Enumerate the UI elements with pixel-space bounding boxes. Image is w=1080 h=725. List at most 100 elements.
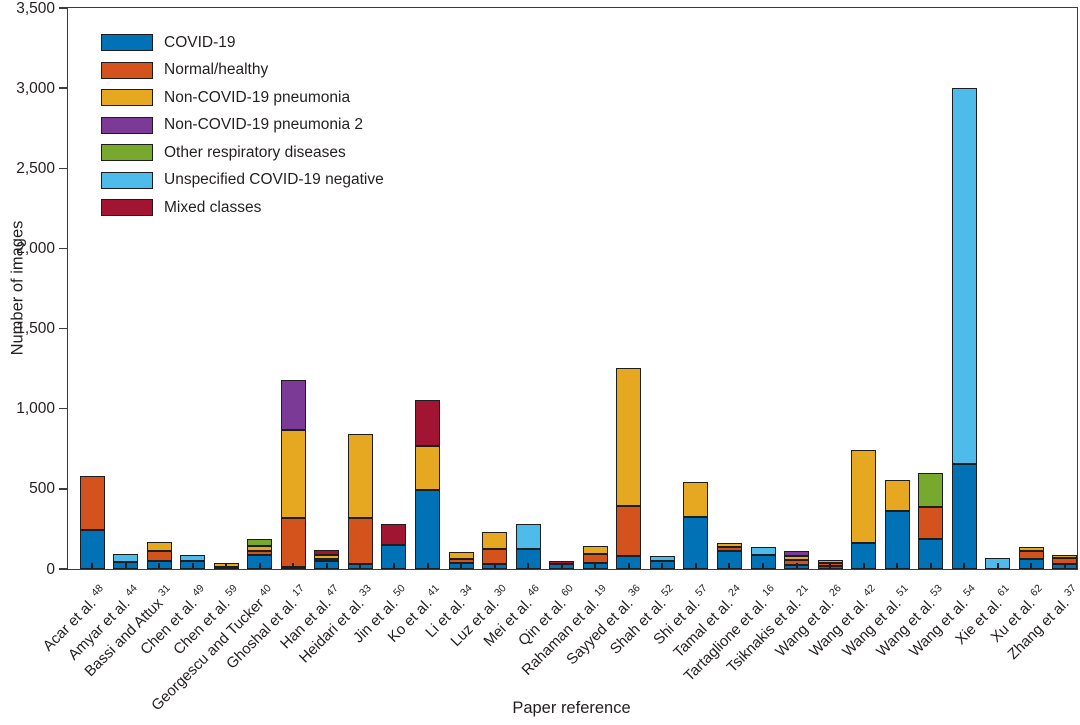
bar-segment-mixed — [314, 549, 340, 555]
legend-swatch-other — [101, 144, 153, 162]
bar-segment-pneumonia — [146, 541, 172, 551]
x-tick-mark — [527, 563, 530, 569]
legend-swatch-covid — [101, 34, 153, 52]
y-tick-mark — [58, 327, 67, 330]
bar-segment-pneumonia2 — [280, 379, 306, 430]
y-tick-label: 500 — [29, 480, 55, 498]
bar-segment-normal — [616, 505, 642, 557]
bar-segment-pneumonia — [884, 480, 910, 512]
bar-segment-unspecified — [180, 555, 206, 561]
bar-luz-et-al--30 — [482, 8, 508, 569]
bar-segment-normal — [1018, 551, 1044, 560]
bar-li-et-al--34 — [448, 8, 474, 569]
bar-segment-normal — [918, 506, 944, 539]
x-tick-mark — [292, 563, 295, 569]
x-tick-mark — [258, 563, 261, 569]
legend-row-pneumonia2: Non-COVID-19 pneumonia 2 — [101, 112, 384, 140]
legend-swatch-pneumonia2 — [101, 116, 153, 134]
bar-segment-mixed — [381, 524, 407, 545]
x-tick-mark — [1063, 563, 1066, 569]
legend-label-pneumonia: Non-COVID-19 pneumonia — [164, 88, 351, 106]
bar-segment-pneumonia — [482, 532, 508, 549]
x-tick-mark — [560, 563, 563, 569]
bar-segment-unspecified — [951, 88, 977, 465]
legend-row-pneumonia: Non-COVID-19 pneumonia — [101, 84, 384, 112]
x-axis-title: Paper reference — [512, 699, 631, 717]
x-tick-mark — [627, 563, 630, 569]
bar-wang-et-al--42 — [851, 8, 877, 569]
x-tick-mark — [325, 563, 328, 569]
x-tick-mark — [158, 563, 161, 569]
bar-zhang-et-al--37 — [1052, 8, 1078, 569]
legend-row-covid: COVID-19 — [101, 29, 384, 57]
bar-segment-other — [247, 538, 273, 546]
x-tick-mark — [460, 563, 463, 569]
bar-segment-covid — [851, 543, 877, 569]
bar-segment-normal — [582, 553, 608, 563]
bar-segment-pneumonia — [683, 482, 709, 517]
x-tick-mark — [1030, 563, 1033, 569]
bar-segment-pneumonia — [280, 429, 306, 518]
bar-xie-et-al--61 — [985, 8, 1011, 569]
x-tick-mark — [996, 563, 999, 569]
x-tick-mark — [862, 563, 865, 569]
y-tick-mark — [58, 488, 67, 490]
bar-qin-et-al--60 — [549, 8, 575, 569]
bar-segment-unspecified — [113, 553, 139, 562]
x-axis-labels: Acar et al. 48 Amyar et al. 44 Bassi and A… — [40, 577, 1079, 714]
bar-segment-pneumonia — [616, 367, 642, 506]
legend-label-pneumonia2: Non-COVID-19 pneumonia 2 — [164, 116, 364, 134]
x-tick-mark — [426, 563, 429, 569]
x-tick-mark — [359, 563, 362, 569]
legend-row-mixed: Mixed classes — [101, 194, 384, 222]
x-tick-mark — [124, 563, 127, 569]
bar-sayyed-et-al--36 — [616, 8, 642, 569]
y-tick-mark — [58, 7, 67, 9]
plot-area: 0 500 1,000 1,500 2,000 2,500 3,000 3,500 COVID… — [16, 0, 1078, 576]
x-tick-mark — [661, 563, 664, 569]
bar-tsiknakis-et-al--21 — [784, 8, 810, 569]
bar-segment-covid — [79, 529, 105, 569]
bar-segment-normal — [314, 558, 340, 561]
bar-segment-normal — [280, 517, 306, 567]
y-tick-mark — [58, 87, 67, 89]
bar-wang-et-al--53 — [918, 8, 944, 569]
x-tick-mark — [594, 563, 597, 569]
bar-mei-et-al--46 — [515, 8, 541, 569]
legend-label-other: Other respiratory diseases — [164, 143, 346, 161]
bar-shi-et-al--57 — [683, 8, 709, 569]
bar-segment-pneumonia — [448, 552, 474, 559]
y-tick-mark — [58, 247, 67, 250]
bar-segment-covid — [683, 516, 709, 569]
bar-segment-normal — [79, 476, 105, 530]
bar-segment-covid — [951, 464, 977, 569]
x-tick-mark — [728, 563, 731, 569]
bar-segment-normal — [146, 550, 172, 561]
x-tick-mark — [191, 563, 194, 569]
legend-swatch-mixed — [101, 199, 153, 217]
bar-segment-pneumonia — [1018, 547, 1044, 552]
legend-label-unspecified: Unspecified COVID-19 negative — [164, 171, 384, 189]
bar-segment-pneumonia — [817, 560, 843, 563]
bar-segment-normal — [448, 558, 474, 563]
y-tick-mark — [58, 568, 67, 570]
bar-segment-pneumonia — [415, 446, 440, 490]
x-tick-mark — [929, 563, 932, 569]
legend-row-unspecified: Unspecified COVID-19 negative — [101, 167, 384, 195]
y-tick-label: 2,000 — [16, 239, 55, 257]
bar-segment-pneumonia — [716, 542, 742, 547]
legend-label-covid: COVID-19 — [164, 33, 236, 51]
chart-legend: COVID-19 Normal/healthy Non-COVID-19 pneum… — [101, 29, 384, 222]
legend-swatch-unspecified — [101, 171, 153, 189]
legend-label-normal: Normal/healthy — [164, 61, 269, 79]
legend-row-other: Other respiratory diseases — [101, 139, 384, 167]
bar-segment-normal — [716, 546, 742, 552]
legend-label-mixed: Mixed classes — [164, 198, 262, 216]
y-tick-mark — [58, 167, 67, 170]
x-tick-mark — [493, 563, 496, 569]
bar-segment-pneumonia — [582, 545, 608, 554]
y-tick-label: 0 — [46, 560, 55, 578]
y-tick-mark — [58, 407, 67, 410]
x-tick-mark — [225, 563, 228, 569]
